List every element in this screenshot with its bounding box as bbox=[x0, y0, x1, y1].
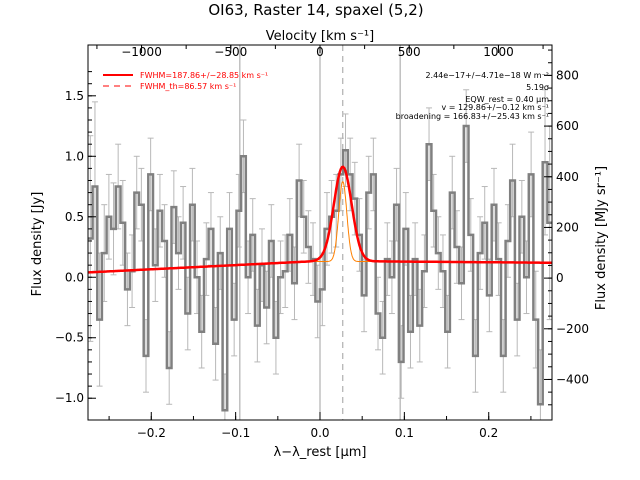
legend: FWHM=187.86+/−28.85 km s⁻¹ FWHM_th=86.57… bbox=[103, 71, 268, 91]
y-axis-label: Flux density [Jy] bbox=[30, 192, 45, 297]
y-tick-label-5: 1.5 bbox=[65, 89, 84, 103]
annotation-velocity: v = 129.86+/−0.12 km s⁻¹ bbox=[441, 103, 549, 112]
thermal-profile bbox=[309, 181, 377, 262]
x-tick-label-0: −0.2 bbox=[137, 426, 166, 440]
annotation-significance: 5.19σ bbox=[526, 83, 549, 92]
y-axis-label-right: Flux density [MJy sr⁻¹] bbox=[594, 166, 609, 310]
right-tick-label-0: −400 bbox=[556, 372, 589, 386]
spectrum-histogram bbox=[88, 124, 552, 412]
x-tick-label-2: 0.0 bbox=[310, 426, 329, 440]
legend-label-fwhm-th: FWHM_th=86.57 km s⁻¹ bbox=[140, 82, 236, 91]
top-tick-label-2: 0 bbox=[316, 45, 324, 59]
top-tick-label-1: −500 bbox=[214, 45, 247, 59]
top-axis-label: Velocity [km s⁻¹] bbox=[266, 29, 374, 44]
right-tick-label-5: 600 bbox=[556, 119, 579, 133]
axes: −0.2 −0.1 0.0 0.1 0.2 −1000 −500 0 500 1000 −1.0 −0… bbox=[55, 44, 589, 440]
x-tick-label-4: 0.2 bbox=[479, 426, 498, 440]
x-tick-label-1: −0.1 bbox=[221, 426, 250, 440]
y-tick-label-3: 0.5 bbox=[65, 210, 84, 224]
fit-profile bbox=[88, 165, 552, 274]
annotation-broadening: broadening = 166.83+/−25.43 km s⁻¹ bbox=[396, 112, 549, 121]
plot-area bbox=[88, 45, 552, 420]
right-tick-label-2: 0 bbox=[556, 271, 564, 285]
legend-label-fwhm: FWHM=187.86+/−28.85 km s⁻¹ bbox=[140, 71, 268, 80]
x-axis-label: λ−λ_rest [μm] bbox=[274, 445, 367, 460]
y-tick-label-2: 0.0 bbox=[65, 270, 84, 284]
y-tick-label-0: −1.0 bbox=[55, 391, 84, 405]
top-tick-label-0: −1000 bbox=[121, 45, 162, 59]
top-tick-label-4: 1000 bbox=[483, 45, 514, 59]
right-tick-label-1: −200 bbox=[556, 322, 589, 336]
right-tick-label-4: 400 bbox=[556, 170, 579, 184]
annotation-line-flux: 2.44e−17+/−4.71e−18 W m⁻² bbox=[425, 71, 549, 80]
y-tick-label-4: 1.0 bbox=[65, 149, 84, 163]
chart-title: OI63, Raster 14, spaxel (5,2) bbox=[208, 1, 423, 19]
right-tick-label-3: 200 bbox=[556, 220, 579, 234]
y-tick-label-1: −0.5 bbox=[55, 331, 84, 345]
annotation-eqw: EQW_rest = 0.40 μm bbox=[465, 95, 549, 104]
right-tick-label-6: 800 bbox=[556, 68, 579, 82]
fit-annotations: 2.44e−17+/−4.71e−18 W m⁻² 5.19σ EQW_rest… bbox=[396, 71, 550, 121]
x-tick-label-3: 0.1 bbox=[395, 426, 414, 440]
top-tick-label-3: 500 bbox=[398, 45, 421, 59]
plot-content bbox=[88, 45, 552, 420]
